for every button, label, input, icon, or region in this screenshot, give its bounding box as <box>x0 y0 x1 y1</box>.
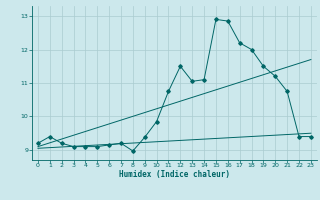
X-axis label: Humidex (Indice chaleur): Humidex (Indice chaleur) <box>119 170 230 179</box>
